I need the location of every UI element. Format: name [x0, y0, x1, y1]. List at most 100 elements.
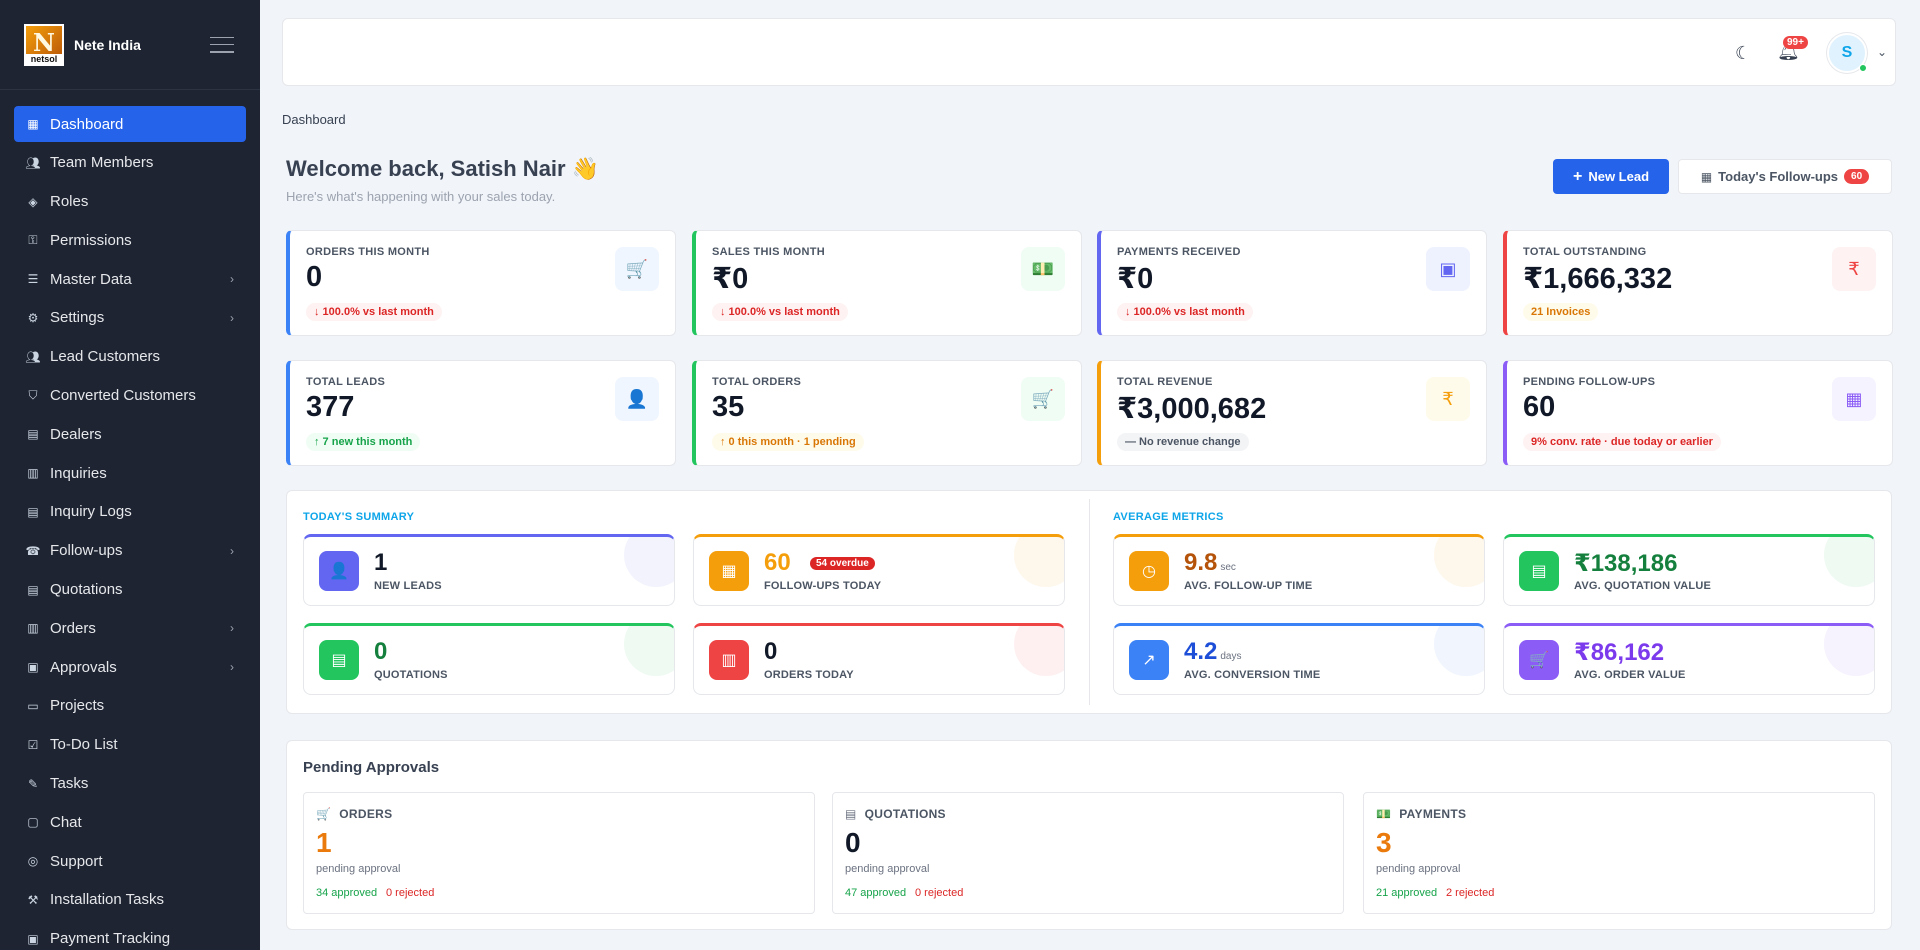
sidebar-item-label: Support [50, 852, 103, 870]
stat-card-pending-follow-ups[interactable]: PENDING FOLLOW-UPS 60 9% conv. rate · due … [1503, 360, 1893, 466]
summary-card-avg-conversion-time[interactable]: ↗ 4.2 days AVG. CONVERSION TIME [1113, 623, 1485, 695]
sidebar-item-lead-customers[interactable]: 👥︎ Lead Customers [14, 339, 246, 375]
chevron-right-icon: › [230, 272, 234, 287]
sidebar-item-team-members[interactable]: 👥︎ Team Members [14, 145, 246, 181]
approval-header: ▤ QUOTATIONS [845, 807, 946, 821]
stat-card-total-leads[interactable]: TOTAL LEADS 377 ↑ 7 new this month 👤 [286, 360, 676, 466]
sidebar-item-settings[interactable]: ⚙ Settings › [14, 300, 246, 336]
plus-icon: + [1572, 167, 1583, 185]
summary-card-avg-follow-up-time[interactable]: ◷ 9.8 sec AVG. FOLLOW-UP TIME [1113, 534, 1485, 606]
sidebar-item-master-data[interactable]: ☰ Master Data › [14, 261, 246, 297]
stat-card-payments-received[interactable]: PAYMENTS RECEIVED ₹0 ↓ 100.0% vs last mont… [1097, 230, 1487, 336]
chevron-right-icon: › [230, 543, 234, 558]
sidebar-item-label: Projects [50, 697, 105, 715]
decorative-circle [1014, 626, 1064, 676]
summary-label: AVG. CONVERSION TIME [1184, 669, 1321, 681]
sidebar-item-approvals[interactable]: ▣ Approvals › [14, 649, 246, 685]
breadcrumb[interactable]: Dashboard [282, 112, 346, 127]
sidebar-item-label: Master Data [50, 270, 132, 288]
rejected-count: 0 rejected [386, 887, 435, 899]
summary-label: AVG. FOLLOW-UP TIME [1184, 580, 1313, 592]
sidebar-item-payment-tracking[interactable]: ▣ Payment Tracking [14, 921, 246, 950]
approval-value: 3 [1376, 827, 1392, 858]
sidebar-item-follow-ups[interactable]: ☎ Follow-ups › [14, 533, 246, 569]
summary-value-number: 60 [764, 549, 791, 576]
approval-card-orders[interactable]: 🛒 ORDERS 1 pending approval 34 approved 0 rej… [303, 792, 815, 914]
sidebar-item-inquiry-logs[interactable]: ▤ Inquiry Logs [14, 494, 246, 530]
sidebar-item-label: Chat [50, 813, 82, 831]
stat-value: ₹3,000,682 [1117, 393, 1267, 425]
sidebar-item-roles[interactable]: ◈ Roles [14, 184, 246, 220]
hamburger-menu-icon[interactable] [210, 36, 234, 53]
summary-label: ORDERS TODAY [764, 669, 854, 681]
summary-value-number: 0 [374, 638, 388, 665]
stat-card-orders-this-month[interactable]: ORDERS THIS MONTH 0 ↓ 100.0% vs last month… [286, 230, 676, 336]
sidebar-item-quotations[interactable]: ▤ Quotations [14, 572, 246, 608]
cart-icon: 🛒 [615, 247, 659, 291]
average-metrics-title: AVERAGE METRICS [1113, 511, 1224, 523]
logo-mark: N [33, 27, 55, 57]
chevron-down-icon[interactable]: ⌄ [1877, 45, 1888, 59]
approval-card-payments[interactable]: 💵 PAYMENTS 3 pending approval 21 approved 2 r… [1363, 792, 1875, 914]
document-icon: ▤ [319, 640, 359, 680]
sidebar-item-dealers[interactable]: ▤ Dealers [14, 416, 246, 452]
sidebar-item-chat[interactable]: ▢ Chat [14, 804, 246, 840]
summary-value: 0 [764, 638, 777, 666]
sidebar-item-projects[interactable]: ▭ Projects [14, 688, 246, 724]
sidebar-item-support[interactable]: ◎ Support [14, 843, 246, 879]
sidebar-item-inquiries[interactable]: ▥ Inquiries [14, 455, 246, 491]
stat-label: PAYMENTS RECEIVED [1117, 246, 1241, 258]
summary-card-quotations[interactable]: ▤ 0 QUOTATIONS [303, 623, 675, 695]
sidebar-item-to-do-list[interactable]: ☑ To-Do List [14, 727, 246, 763]
summary-value: 4.2 days [1184, 638, 1242, 666]
sidebar: N netsol Nete India ▦ Dashboard 👥︎ Team Mem… [0, 0, 260, 950]
approval-subtext: pending approval [316, 863, 401, 875]
summary-card-new-leads[interactable]: 👤 1 NEW LEADS [303, 534, 675, 606]
summary-card-avg-order-value[interactable]: 🛒 ₹86,162 AVG. ORDER VALUE [1503, 623, 1875, 695]
sidebar-item-label: Inquiry Logs [50, 503, 132, 521]
decorative-circle [1824, 537, 1874, 587]
pending-approvals-panel: Pending Approvals 🛒 ORDERS 1 pending approv… [286, 740, 1892, 930]
sidebar-item-label: Quotations [50, 581, 123, 599]
stat-trend-badge: — No revenue change [1117, 433, 1249, 451]
approval-label: ORDERS [339, 807, 393, 821]
summary-card-follow-ups-today[interactable]: ▦ 60 FOLLOW-UPS TODAY 54 overdue [693, 534, 1065, 606]
tasks-icon: ✎ [27, 776, 39, 791]
approval-value: 1 [316, 827, 332, 858]
decorative-circle [624, 537, 674, 587]
stat-card-total-revenue[interactable]: TOTAL REVENUE ₹3,000,682 — No revenue chan… [1097, 360, 1487, 466]
chevron-right-icon: › [230, 621, 234, 636]
decorative-circle [1824, 626, 1874, 676]
page-subtitle: Here's what's happening with your sales … [286, 189, 556, 204]
summary-unit: days [1220, 651, 1242, 662]
brand-logo[interactable]: N netsol [24, 23, 64, 66]
document-icon: ▤ [27, 582, 39, 597]
summary-value-number: 9.8 [1184, 549, 1218, 576]
stat-card-total-orders[interactable]: TOTAL ORDERS 35 ↑ 0 this month · 1 pending… [692, 360, 1082, 466]
sidebar-item-dashboard[interactable]: ▦ Dashboard [14, 106, 246, 142]
stat-card-sales-this-month[interactable]: SALES THIS MONTH ₹0 ↓ 100.0% vs last month… [692, 230, 1082, 336]
todays-followups-button[interactable]: ▦ Today's Follow-ups 60 [1678, 159, 1892, 194]
sidebar-item-label: Settings [50, 309, 105, 327]
summary-value-number: 4.2 [1184, 638, 1218, 665]
summary-card-avg-quotation-value[interactable]: ▤ ₹138,186 AVG. QUOTATION VALUE [1503, 534, 1875, 606]
sidebar-item-permissions[interactable]: ⚿ Permissions [14, 222, 246, 258]
summary-value-number: 1 [374, 549, 388, 576]
sidebar-item-label: Roles [50, 193, 89, 211]
dark-mode-moon-icon[interactable]: ☾ [1735, 43, 1752, 63]
pending-approvals-title: Pending Approvals [303, 759, 440, 776]
sidebar-item-orders[interactable]: ▥ Orders › [14, 610, 246, 646]
sidebar-item-installation-tasks[interactable]: ⚒ Installation Tasks [14, 882, 246, 918]
stat-card-total-outstanding[interactable]: TOTAL OUTSTANDING ₹1,666,332 21 Invoices ₹ [1503, 230, 1893, 336]
rejected-count: 0 rejected [915, 887, 964, 899]
summary-value: ₹138,186 [1574, 549, 1677, 578]
sidebar-item-tasks[interactable]: ✎ Tasks [14, 766, 246, 802]
approval-card-quotations[interactable]: ▤ QUOTATIONS 0 pending approval 47 approved 0… [832, 792, 1344, 914]
support-icon: ◎ [27, 854, 39, 869]
summary-card-orders-today[interactable]: ▥ 0 ORDERS TODAY [693, 623, 1065, 695]
sidebar-item-label: Installation Tasks [50, 891, 164, 909]
sidebar-item-converted-customers[interactable]: ⛉ Converted Customers [14, 378, 246, 414]
new-lead-button[interactable]: + New Lead [1553, 159, 1669, 194]
approval-label: PAYMENTS [1399, 807, 1467, 821]
sidebar-item-label: Tasks [50, 775, 89, 793]
